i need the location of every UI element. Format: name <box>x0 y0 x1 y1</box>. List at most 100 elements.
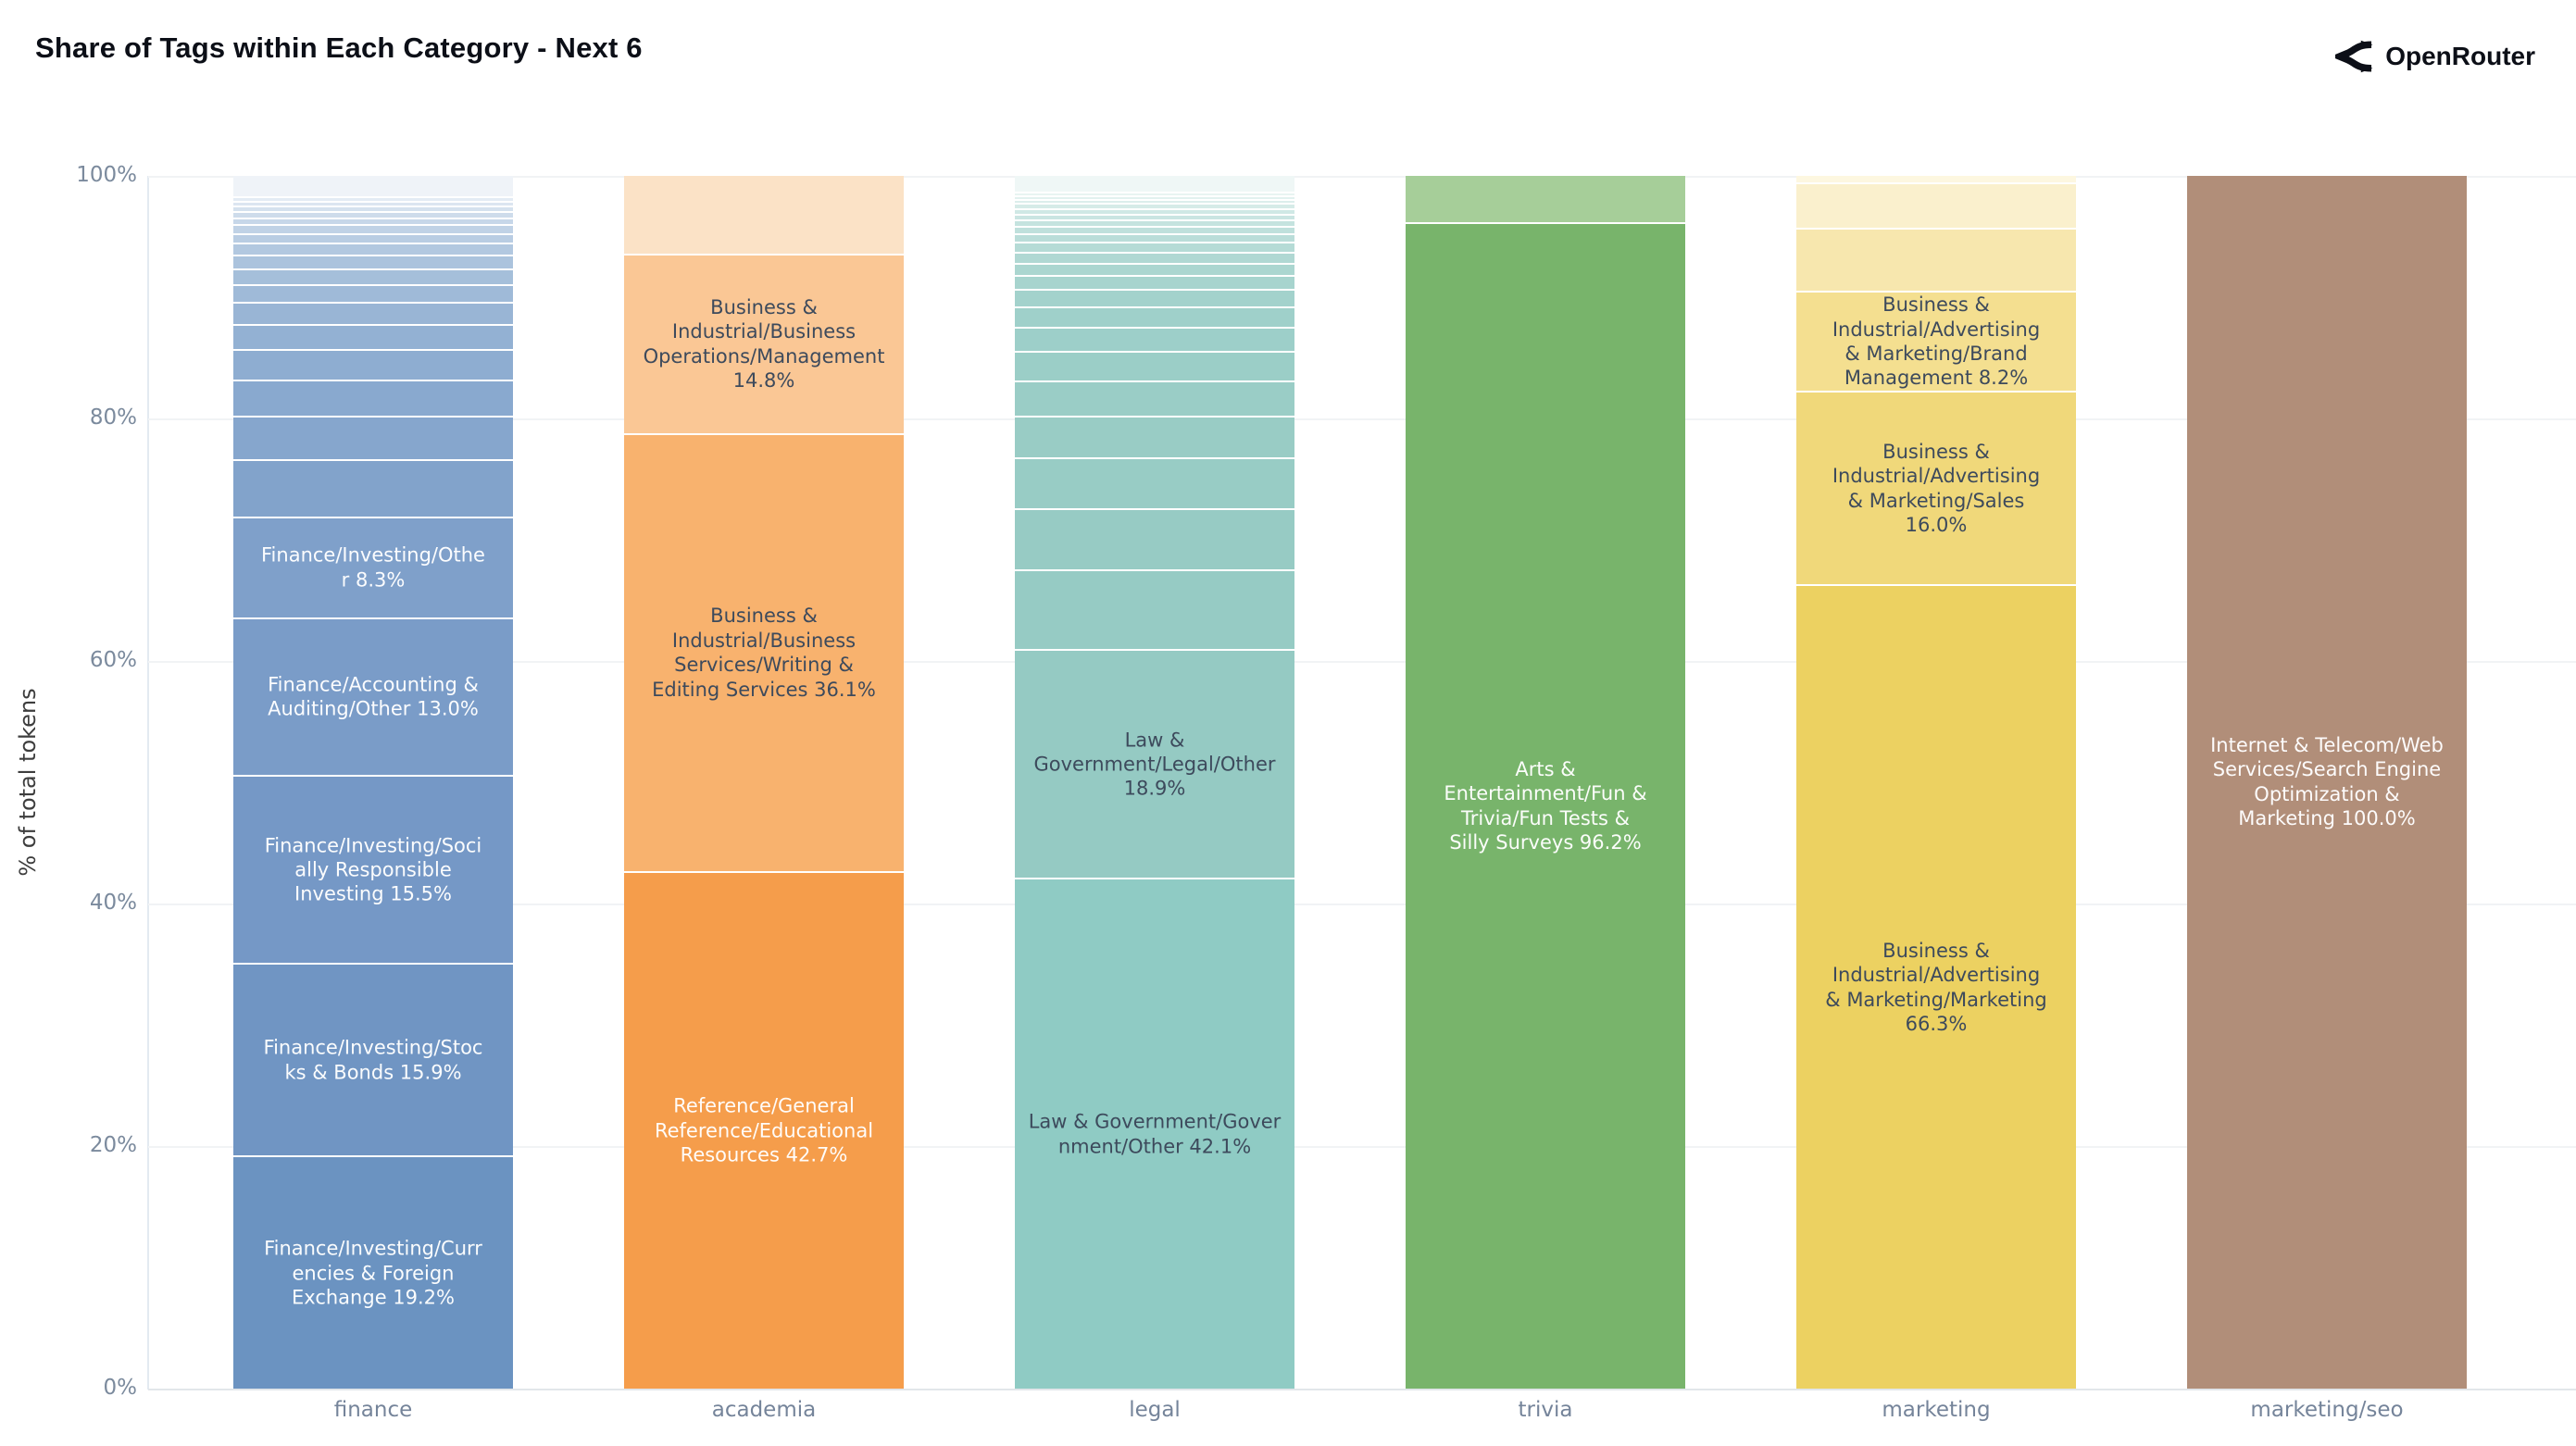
segment-minor-legal[interactable] <box>1015 242 1294 252</box>
segment-label-line: Resources 42.7% <box>680 1143 848 1166</box>
segment-label-line: Industrial/Advertising <box>1832 465 2041 488</box>
segment-minor-legal[interactable] <box>1015 219 1294 227</box>
segment-minor-finance[interactable] <box>233 379 513 417</box>
plot-area: Finance/Investing/Othe r 8.3% Finance/Acco… <box>148 176 2576 1390</box>
segment-minor-marketing[interactable] <box>1796 181 2076 229</box>
segment-label-line: Business & <box>1882 293 1990 317</box>
segment-label-line: & Marketing/Brand <box>1844 343 2028 366</box>
segment-minor-marketing[interactable] <box>1796 228 2076 292</box>
segment-label: Business & Industrial/Business Operations/… <box>606 295 921 393</box>
segment-marketing/seo[interactable]: Internet & Telecom/Web Services/Search En… <box>2187 176 2467 1389</box>
segment-finance[interactable]: Finance/Investing/Soci ally Responsible In… <box>233 775 513 964</box>
x-tick-label-academia: academia <box>711 1398 817 1422</box>
segment-label-line: ally Responsible <box>294 858 452 881</box>
x-tick-label-marketing: marketing <box>1882 1398 1991 1422</box>
segment-minor-finance[interactable] <box>233 206 513 211</box>
segment-label: Business & Industrial/Business Services/Wr… <box>606 604 921 702</box>
segment-minor-finance[interactable] <box>233 176 513 197</box>
segment-marketing[interactable]: Business & Industrial/Advertising & Market… <box>1796 291 2076 391</box>
segment-academia[interactable]: Reference/General Reference/Educational Re… <box>624 870 904 1389</box>
segment-minor-finance[interactable] <box>233 255 513 268</box>
segment-label-line: Industrial/Business <box>671 320 857 343</box>
segment-minor-academia[interactable] <box>624 176 904 254</box>
y-tick-label-60: 60% <box>89 648 137 672</box>
segment-trivia[interactable]: Arts & Entertainment/Fun & Trivia/Fun Test… <box>1406 221 1685 1389</box>
segment-label-line: Editing Services 36.1% <box>652 678 876 701</box>
segment-label-line: Finance/Investing/Soci <box>264 833 482 856</box>
segment-label-line: Entertainment/Fun & <box>1444 782 1647 805</box>
bar-academia: Business & Industrial/Business Operations/… <box>624 176 904 1389</box>
segment-label-line: Auditing/Other 13.0% <box>268 697 479 720</box>
segment-minor-legal[interactable] <box>1015 226 1294 234</box>
segment-label-line: & Marketing/Marketing <box>1825 988 2047 1011</box>
segment-label-line: & Marketing/Sales <box>1847 489 2025 512</box>
segment-label: Finance/Investing/Curr encies & Foreign Ex… <box>216 1236 531 1309</box>
segment-academia[interactable]: Business & Industrial/Business Services/Wr… <box>624 432 904 871</box>
segment-label: Arts & Entertainment/Fun & Trivia/Fun Test… <box>1388 757 1703 855</box>
segment-label-line: Business & <box>710 295 818 318</box>
segment-minor-legal[interactable] <box>1015 508 1294 569</box>
segment-minor-legal[interactable] <box>1015 326 1294 352</box>
segment-minor-finance[interactable] <box>233 210 513 218</box>
segment-minor-finance[interactable] <box>233 283 513 303</box>
segment-minor-legal[interactable] <box>1015 380 1294 416</box>
y-axis-title: % of total tokens <box>15 688 41 877</box>
segment-minor-finance[interactable] <box>233 243 513 256</box>
segment-minor-legal[interactable] <box>1015 351 1294 380</box>
segment-minor-legal[interactable] <box>1015 213 1294 220</box>
segment-label: Internet & Telecom/Web Services/Search En… <box>2170 733 2484 831</box>
segment-minor-finance[interactable] <box>233 349 513 380</box>
segment-minor-legal[interactable] <box>1015 274 1294 290</box>
segment-legal[interactable]: Law & Government/Legal/Other 18.9% <box>1015 648 1294 879</box>
segment-minor-legal[interactable] <box>1015 251 1294 263</box>
segment-minor-legal[interactable] <box>1015 176 1294 193</box>
segment-finance[interactable]: Finance/Investing/Curr encies & Foreign Ex… <box>233 1155 513 1389</box>
segment-finance[interactable]: Finance/Investing/Stoc ks & Bonds 15.9% <box>233 963 513 1156</box>
openrouter-brand[interactable]: OpenRouter <box>2335 37 2535 76</box>
segment-minor-legal[interactable] <box>1015 233 1294 243</box>
segment-finance[interactable]: Finance/Accounting & Auditing/Other 13.0% <box>233 617 513 776</box>
segment-label-line: Silly Surveys 96.2% <box>1449 831 1642 854</box>
segment-academia[interactable]: Business & Industrial/Business Operations/… <box>624 253 904 433</box>
segment-minor-finance[interactable] <box>233 232 513 243</box>
segment-minor-legal[interactable] <box>1015 203 1294 208</box>
segment-legal[interactable]: Law & Government/Gover nment/Other 42.1% <box>1015 878 1294 1389</box>
y-tick-label-80: 80% <box>89 405 137 430</box>
segment-minor-finance[interactable] <box>233 224 513 233</box>
segment-label-line: Exchange 19.2% <box>292 1286 455 1309</box>
segment-marketing[interactable]: Business & Industrial/Advertising & Market… <box>1796 390 2076 585</box>
segment-marketing[interactable]: Business & Industrial/Advertising & Market… <box>1796 584 2076 1389</box>
segment-minor-legal[interactable] <box>1015 457 1294 509</box>
segment-minor-finance[interactable] <box>233 416 513 460</box>
segment-minor-legal[interactable] <box>1015 568 1294 649</box>
segment-minor-finance[interactable] <box>233 302 513 324</box>
segment-minor-legal[interactable] <box>1015 198 1294 204</box>
openrouter-brand-text: OpenRouter <box>2385 42 2535 70</box>
segment-minor-legal[interactable] <box>1015 262 1294 275</box>
segment-minor-legal[interactable] <box>1015 207 1294 214</box>
y-tick-label-20: 20% <box>89 1133 137 1157</box>
segment-label-line: 16.0% <box>1905 514 1968 537</box>
segment-label-line: 14.8% <box>732 369 795 393</box>
gridline-100 <box>148 176 2576 178</box>
segment-minor-finance[interactable] <box>233 217 513 225</box>
segment-label-line: Finance/Accounting & <box>268 673 479 696</box>
bar-marketing/seo: Internet & Telecom/Web Services/Search En… <box>2187 176 2467 1389</box>
segment-minor-legal[interactable] <box>1015 289 1294 306</box>
segment-minor-legal[interactable] <box>1015 192 1294 195</box>
segment-minor-trivia[interactable] <box>1406 176 1685 222</box>
segment-finance[interactable]: Finance/Investing/Othe r 8.3% <box>233 517 513 617</box>
segment-label: Business & Industrial/Advertising & Market… <box>1779 440 2094 538</box>
segment-minor-finance[interactable] <box>233 268 513 284</box>
segment-minor-finance[interactable] <box>233 196 513 201</box>
segment-minor-legal[interactable] <box>1015 305 1294 327</box>
y-tick-label-40: 40% <box>89 891 137 915</box>
segment-minor-legal[interactable] <box>1015 194 1294 199</box>
segment-minor-legal[interactable] <box>1015 415 1294 458</box>
segment-minor-finance[interactable] <box>233 323 513 350</box>
segment-minor-finance[interactable] <box>233 459 513 517</box>
openrouter-logo-icon <box>2335 37 2374 76</box>
segment-minor-finance[interactable] <box>233 200 513 206</box>
segment-minor-marketing[interactable] <box>1796 176 2076 182</box>
bar-finance: Finance/Investing/Othe r 8.3% Finance/Acco… <box>233 176 513 1389</box>
